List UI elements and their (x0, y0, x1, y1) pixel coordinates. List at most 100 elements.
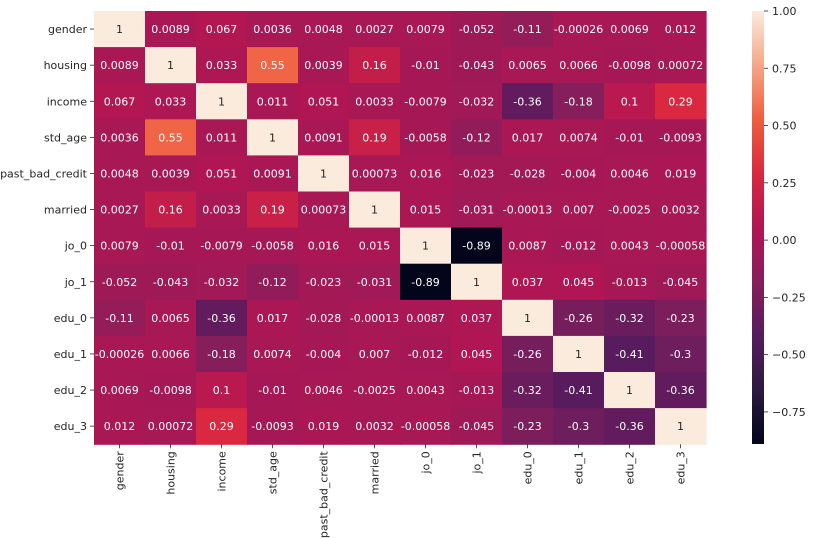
x-tick-label: edu_3 (675, 451, 688, 484)
heatmap-cell-label: 0.29 (668, 95, 693, 108)
heatmap-cell-label: 0.0039 (304, 59, 343, 72)
heatmap-cell (145, 227, 197, 265)
x-tick-label: income (216, 451, 229, 492)
heatmap-cell-label: 0.037 (461, 312, 493, 325)
heatmap-cell-label: -0.26 (564, 312, 592, 325)
heatmap-cell (604, 408, 656, 445)
heatmap-cell (553, 263, 605, 301)
colorbar-tick-label: −0.25 (772, 291, 806, 304)
heatmap-cell-label: -0.00058 (401, 420, 450, 433)
heatmap-cell (604, 83, 656, 120)
heatmap-cell (94, 83, 146, 120)
heatmap-cell (196, 47, 248, 84)
heatmap-cell-label: -0.23 (513, 420, 541, 433)
y-tick-label: edu_2 (54, 384, 87, 397)
heatmap-cell (196, 372, 248, 409)
heatmap-cell (247, 119, 299, 156)
heatmap-cell (655, 47, 707, 84)
heatmap-cell (553, 335, 605, 373)
heatmap-cell (145, 335, 197, 373)
heatmap-cell-label: -0.043 (459, 59, 494, 72)
heatmap-cell (451, 372, 503, 409)
heatmap-cell-label: 0.051 (206, 167, 238, 180)
heatmap-cell (349, 335, 401, 373)
heatmap-cell-label: -0.0025 (353, 384, 395, 397)
heatmap-cell-label: -0.043 (153, 276, 188, 289)
heatmap-cell (349, 263, 401, 301)
heatmap-cell (298, 47, 350, 84)
heatmap-cell-label: 0.016 (410, 167, 442, 180)
colorbar-tick-label: 0.75 (772, 62, 797, 75)
heatmap-cell (553, 408, 605, 445)
heatmap-cell-label: 0.011 (206, 131, 238, 144)
heatmap-cell (451, 47, 503, 84)
heatmap-cell (298, 155, 350, 193)
heatmap-cell (655, 83, 707, 120)
y-tick-label: jo_1 (64, 276, 87, 289)
heatmap-cell (553, 11, 605, 48)
heatmap-cell (604, 11, 656, 48)
heatmap-cell (196, 83, 248, 120)
heatmap-cell-label: -0.0058 (251, 240, 293, 253)
heatmap-cell-label: -0.89 (411, 276, 439, 289)
colorbar-tick-label: −0.50 (772, 349, 806, 362)
heatmap-cell-label: -0.028 (510, 167, 545, 180)
heatmap-cell (655, 227, 707, 265)
heatmap-cell (400, 155, 452, 193)
x-tick-label: past_bad_credit (318, 451, 331, 539)
heatmap-cell (247, 408, 299, 445)
heatmap-cell-label: 0.0079 (406, 23, 445, 36)
heatmap-cell-label: 0.00072 (658, 59, 704, 72)
heatmap-cell-label: -0.36 (207, 312, 235, 325)
heatmap-cell (451, 299, 503, 337)
heatmap-cell (349, 191, 401, 229)
heatmap-cell (247, 191, 299, 229)
heatmap-cell (604, 119, 656, 156)
heatmap-cell-label: 0.0066 (151, 348, 190, 361)
heatmap-cell (349, 11, 401, 48)
heatmap-cell-label: 0.0032 (355, 420, 394, 433)
heatmap-cell-label: 0.051 (308, 95, 340, 108)
heatmap-cell-label: 0.0066 (559, 59, 598, 72)
heatmap-cell-label: 0.0087 (406, 312, 445, 325)
heatmap-cell-label: -0.11 (105, 312, 133, 325)
y-tick-label: past_bad_credit (0, 167, 88, 180)
y-tick-label: std_age (44, 131, 87, 144)
heatmap-cell-label: 0.067 (104, 95, 136, 108)
heatmap-cell (94, 227, 146, 265)
heatmap-cell (451, 191, 503, 229)
y-tick-label: edu_0 (54, 312, 87, 325)
heatmap-cell-label: 0.017 (257, 312, 289, 325)
heatmap-cell-label: -0.013 (459, 384, 494, 397)
heatmap-cell (298, 408, 350, 445)
heatmap-cell-label: -0.32 (615, 312, 643, 325)
heatmap-cell-label: 1 (473, 276, 480, 289)
heatmap-cell (94, 335, 146, 373)
heatmap-cell-label: 0.0039 (151, 167, 190, 180)
heatmap-cell-label: 1 (626, 384, 633, 397)
heatmap-cell-label: 0.0048 (100, 167, 139, 180)
y-axis-ticks: gender housing income std_age past_bad_credi… (0, 23, 94, 433)
heatmap-cell-label: -0.36 (513, 95, 541, 108)
heatmap-cell-label: -0.023 (306, 276, 341, 289)
colorbar-ticks: 1.00 0.75 0.50 0.25 0.00 −0.25 −0.50 −0.75 (764, 5, 806, 419)
heatmap-cell-label: 0.0074 (559, 131, 598, 144)
heatmap-cell-label: -0.32 (513, 384, 541, 397)
heatmap-cell (94, 263, 146, 301)
heatmap-cell-label: 1 (677, 420, 684, 433)
heatmap-cell-label: -0.00058 (656, 240, 705, 253)
x-tick-label: jo_0 (420, 451, 433, 474)
heatmap-cell (196, 155, 248, 193)
heatmap-cell-label: -0.031 (459, 204, 494, 217)
heatmap-cell (145, 47, 197, 84)
heatmap-cell-label: -0.0058 (404, 131, 446, 144)
heatmap-cell (604, 47, 656, 84)
heatmap-cell (604, 299, 656, 337)
heatmap-cell (94, 372, 146, 409)
heatmap-cell-label: 0.0043 (406, 384, 445, 397)
heatmap-cell (349, 119, 401, 156)
heatmap-cell (604, 263, 656, 301)
heatmap-cell-label: 0.0091 (304, 131, 343, 144)
heatmap-cell (502, 119, 554, 156)
x-tick-label: married (369, 451, 382, 494)
